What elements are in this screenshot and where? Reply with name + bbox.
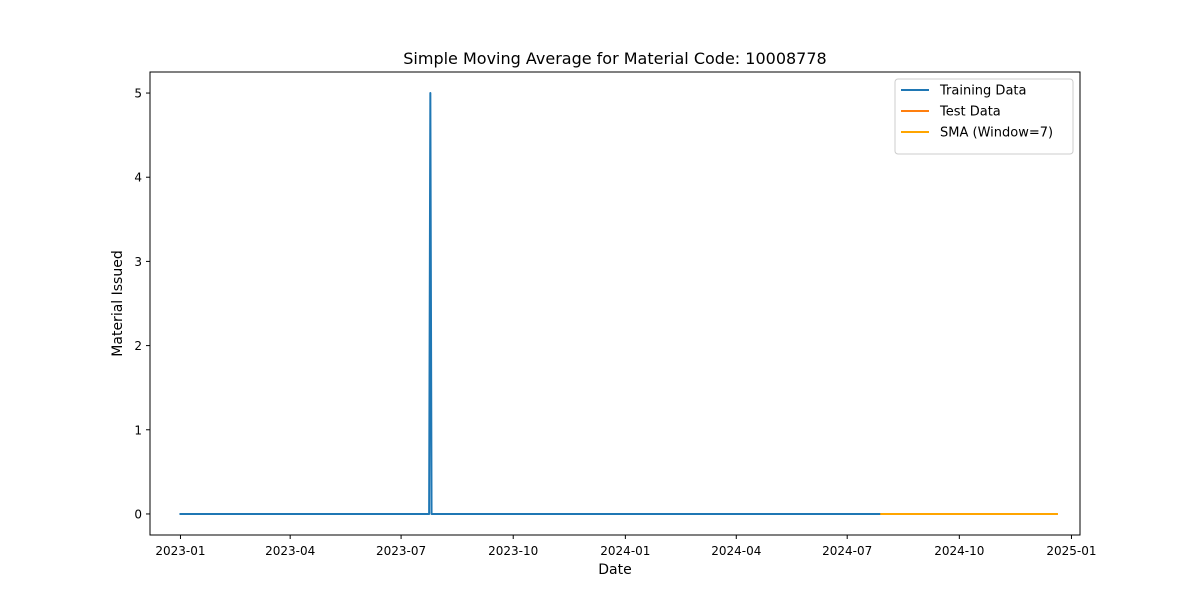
x-tick-label: 2024-07	[822, 544, 872, 558]
x-tick-label: 2024-04	[711, 544, 761, 558]
y-axis-ticks: 0 1 2 3 4 5	[134, 87, 150, 521]
x-axis-ticks: 2023-01 2023-04 2023-07 2023-10 2024-01 2024-…	[155, 535, 1097, 558]
y-tick-label: 4	[134, 171, 142, 185]
legend-box	[894, 78, 1074, 155]
x-tick-label: 2023-04	[265, 544, 315, 558]
x-axis-label: Date	[598, 562, 631, 578]
y-axis-label: Material Issued	[110, 250, 126, 356]
series-line	[179, 92, 883, 515]
chart-title: Simple Moving Average for Material Code:…	[403, 49, 826, 68]
series-lines	[179, 92, 1058, 515]
y-tick-label: 5	[134, 87, 142, 101]
y-tick-label: 3	[134, 255, 142, 269]
x-tick-label: 2023-07	[376, 544, 426, 558]
x-tick-label: 2025-01	[1046, 544, 1096, 558]
legend-entry-label: Test Data	[939, 105, 1001, 120]
x-tick-label: 2023-10	[488, 544, 538, 558]
legend-entry-label: SMA (Window=7)	[940, 126, 1053, 141]
y-tick-label: 0	[134, 507, 142, 521]
legend-entry-label: Training Data	[939, 84, 1026, 99]
x-tick-label: 2024-10	[934, 544, 984, 558]
y-tick-label: 2	[134, 339, 142, 353]
x-tick-label: 2024-01	[600, 544, 650, 558]
legend: Training Data Test Data SMA (Window=7)	[894, 78, 1074, 155]
x-tick-label: 2023-01	[155, 544, 205, 558]
plot-area	[149, 71, 1081, 536]
y-tick-label: 1	[134, 423, 142, 437]
